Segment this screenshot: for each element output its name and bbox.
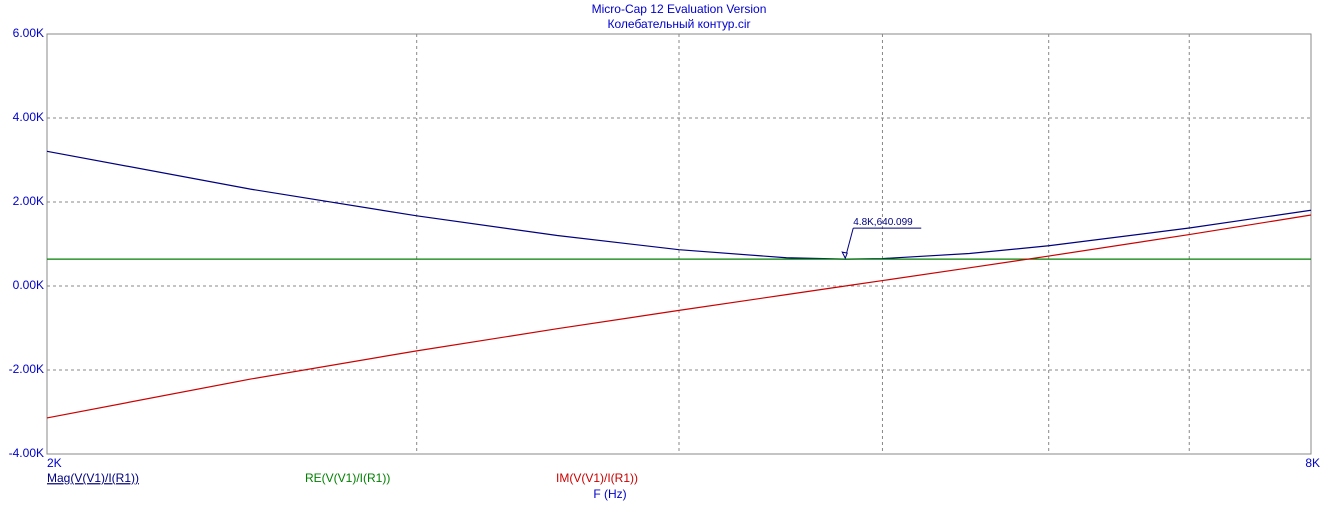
y-tick-label: 6.00K (13, 26, 44, 40)
chart-subtitle: Колебательный контур.cir (608, 17, 751, 31)
chart-title: Micro-Cap 12 Evaluation Version (592, 2, 767, 16)
x-tick-label: 2K (47, 456, 62, 470)
y-tick-label: 0.00K (13, 278, 44, 292)
y-tick-label: 2.00K (13, 194, 44, 208)
series-line (46, 214, 1312, 419)
series-line (46, 150, 1312, 260)
y-tick-label: -4.00K (9, 446, 44, 460)
y-tick-label: 4.00K (13, 110, 44, 124)
legend-label: RE(V(V1)/I(R1)) (305, 471, 390, 485)
annotation-arrowhead (841, 251, 848, 260)
x-axis-label: F (Hz) (593, 487, 626, 501)
legend-label: IM(V(V1)/I(R1)) (556, 471, 638, 485)
plot-frame (46, 33, 1312, 455)
annotation: 4.8K,640.099 (853, 217, 913, 228)
legend-label: Mag(V(V1)/I(R1)) (47, 471, 139, 485)
y-tick-label: -2.00K (9, 362, 44, 376)
x-tick-label: 8K (1305, 456, 1320, 470)
